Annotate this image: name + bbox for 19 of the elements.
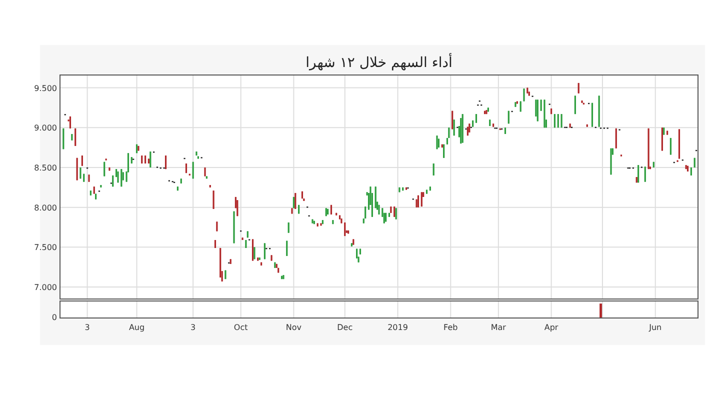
y-tick-label: 8.500 xyxy=(34,163,57,172)
chart-title: أداء السهم خلال ١٢ شهرا xyxy=(306,53,453,71)
x-tick-label: Nov xyxy=(286,323,302,332)
x-tick-label: Oct xyxy=(234,323,248,332)
x-tick-label: Apr xyxy=(544,323,559,332)
y-tick-label: 8.000 xyxy=(34,203,57,212)
x-tick-label: Dec xyxy=(337,323,353,332)
x-tick-label: 2019 xyxy=(388,323,408,332)
x-tick-label: Mar xyxy=(490,323,507,332)
x-tick-label: Jun xyxy=(648,323,662,332)
x-tick-label: Aug xyxy=(128,323,145,332)
y-tick-label: 7.000 xyxy=(34,283,57,292)
y-tick-label: 9.500 xyxy=(34,84,57,93)
y-tick-label: 9.000 xyxy=(34,124,57,133)
y-tick-label: 7.500 xyxy=(34,243,57,252)
x-tick-label: Feb xyxy=(444,323,458,332)
x-tick-label: 3 xyxy=(190,323,196,332)
x-tick-label: 3 xyxy=(84,323,90,332)
text: 0 xyxy=(52,313,57,322)
